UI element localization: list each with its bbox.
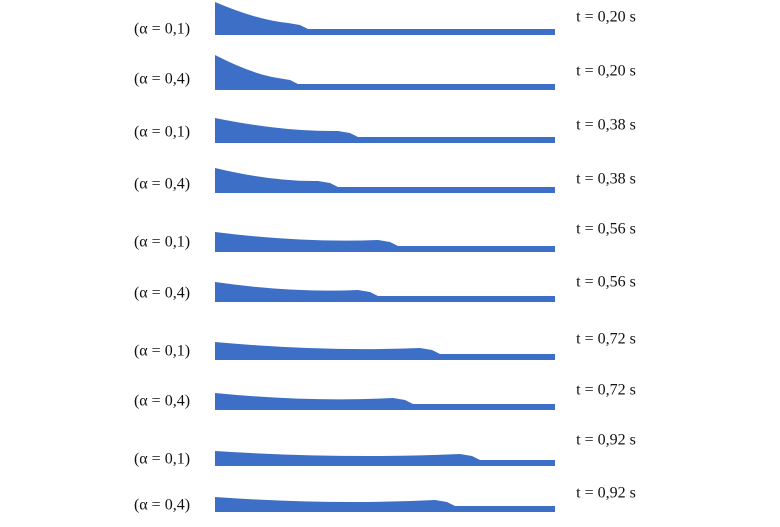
time-label: t = 0,38 s	[576, 171, 636, 188]
time-label: t = 0,72 s	[576, 331, 636, 348]
alpha-label: (α = 0,4)	[134, 285, 190, 302]
alpha-label: (α = 0,1)	[134, 234, 190, 251]
alpha-label: (α = 0,1)	[134, 21, 190, 38]
time-label: t = 0,92 s	[576, 432, 636, 449]
alpha-label: (α = 0,1)	[134, 124, 190, 141]
alpha-label: (α = 0,1)	[134, 343, 190, 360]
time-label: t = 0,20 s	[576, 9, 636, 26]
water-snapshot	[215, 118, 555, 143]
water-snapshot	[215, 342, 555, 360]
time-label: t = 0,20 s	[576, 63, 636, 80]
water-snapshot	[215, 451, 555, 466]
water-snapshot	[215, 55, 555, 90]
time-label: t = 0,56 s	[576, 221, 636, 238]
alpha-label: (α = 0,4)	[134, 176, 190, 193]
water-snapshot	[215, 232, 555, 252]
alpha-label: (α = 0,1)	[134, 451, 190, 468]
water-snapshot	[215, 393, 555, 410]
alpha-label: (α = 0,4)	[134, 393, 190, 410]
water-snapshot	[215, 168, 555, 193]
time-label: t = 0,72 s	[576, 382, 636, 399]
alpha-label: (α = 0,4)	[134, 497, 190, 514]
alpha-label: (α = 0,4)	[134, 71, 190, 88]
time-label: t = 0,92 s	[576, 485, 636, 502]
water-snapshot	[215, 497, 555, 512]
time-label: t = 0,38 s	[576, 117, 636, 134]
water-snapshot	[215, 282, 555, 302]
time-label: t = 0,56 s	[576, 274, 636, 291]
water-snapshot	[215, 2, 555, 35]
